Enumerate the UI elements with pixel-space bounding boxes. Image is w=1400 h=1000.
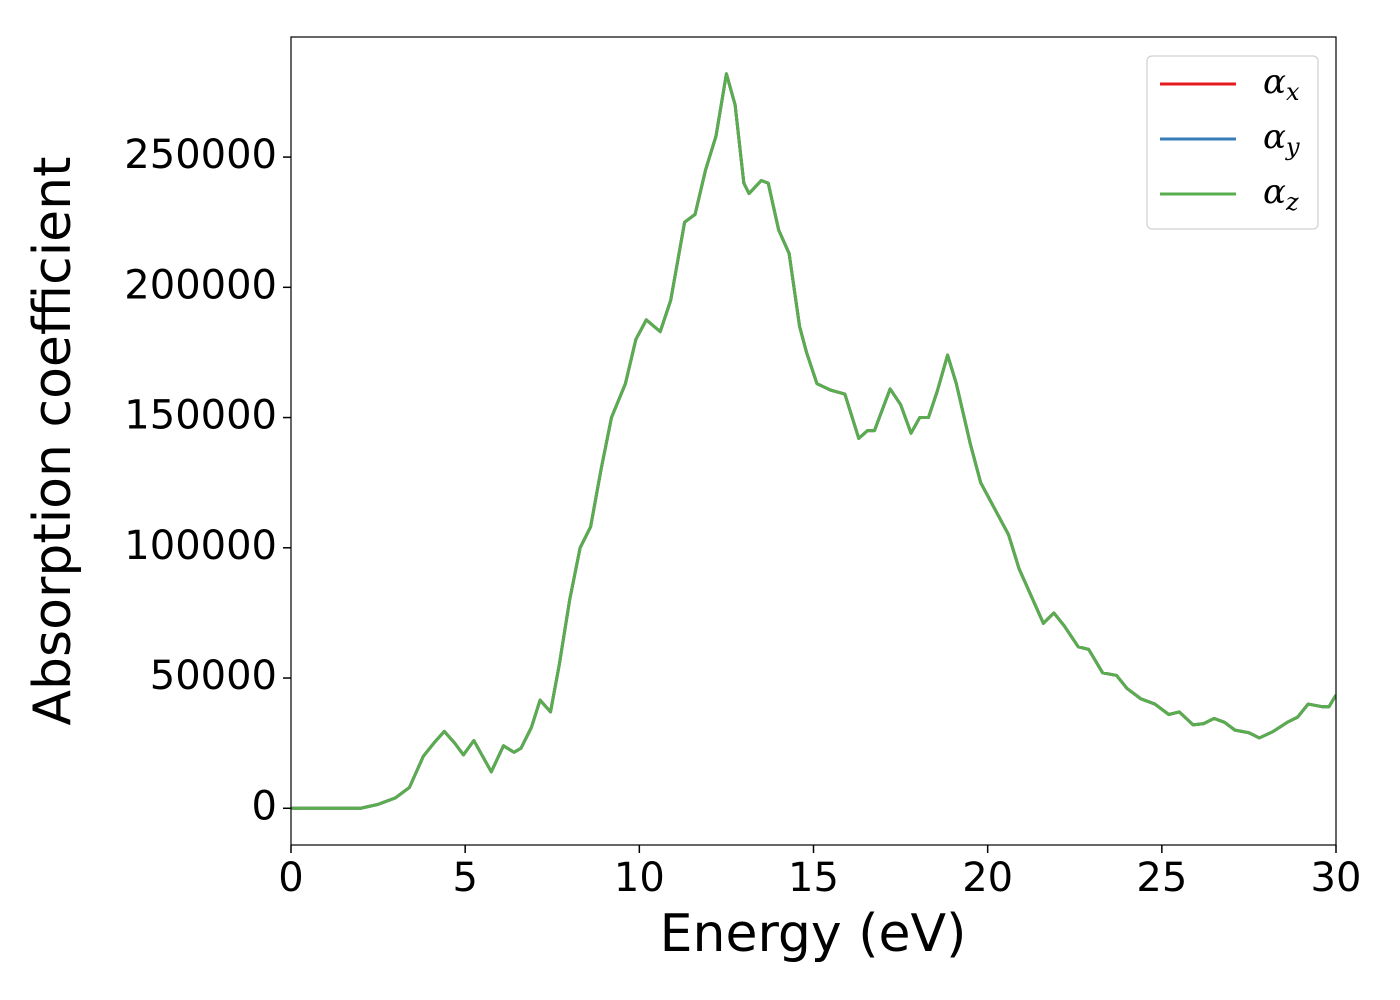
y-tick-label: 0 bbox=[252, 783, 277, 829]
series-line bbox=[291, 72, 1336, 810]
y-axis-label: Absorption coefficient bbox=[23, 156, 83, 725]
x-tick-label: 5 bbox=[452, 855, 477, 901]
x-tick-label: 10 bbox=[614, 855, 665, 901]
x-axis-label: Energy (eV) bbox=[660, 904, 967, 964]
y-tick-label: 50000 bbox=[150, 653, 277, 699]
y-tick-label: 150000 bbox=[124, 393, 277, 439]
legend-label: αx bbox=[1263, 62, 1300, 106]
legend-box bbox=[1146, 55, 1319, 230]
y-tick-label: 200000 bbox=[124, 262, 277, 308]
plot-frame bbox=[290, 36, 1337, 846]
legend-label: αz bbox=[1263, 172, 1299, 216]
x-tick-label: 25 bbox=[1136, 855, 1187, 901]
legend-label: αy bbox=[1263, 117, 1300, 161]
y-tick-label: 250000 bbox=[124, 132, 277, 178]
x-tick-label: 20 bbox=[962, 855, 1013, 901]
x-tick-label: 15 bbox=[788, 855, 839, 901]
legend: αx αy αz bbox=[1146, 55, 1319, 230]
x-tick-label: 0 bbox=[278, 855, 303, 901]
y-tick-label: 100000 bbox=[124, 523, 277, 569]
x-tick-label: 30 bbox=[1311, 855, 1362, 901]
